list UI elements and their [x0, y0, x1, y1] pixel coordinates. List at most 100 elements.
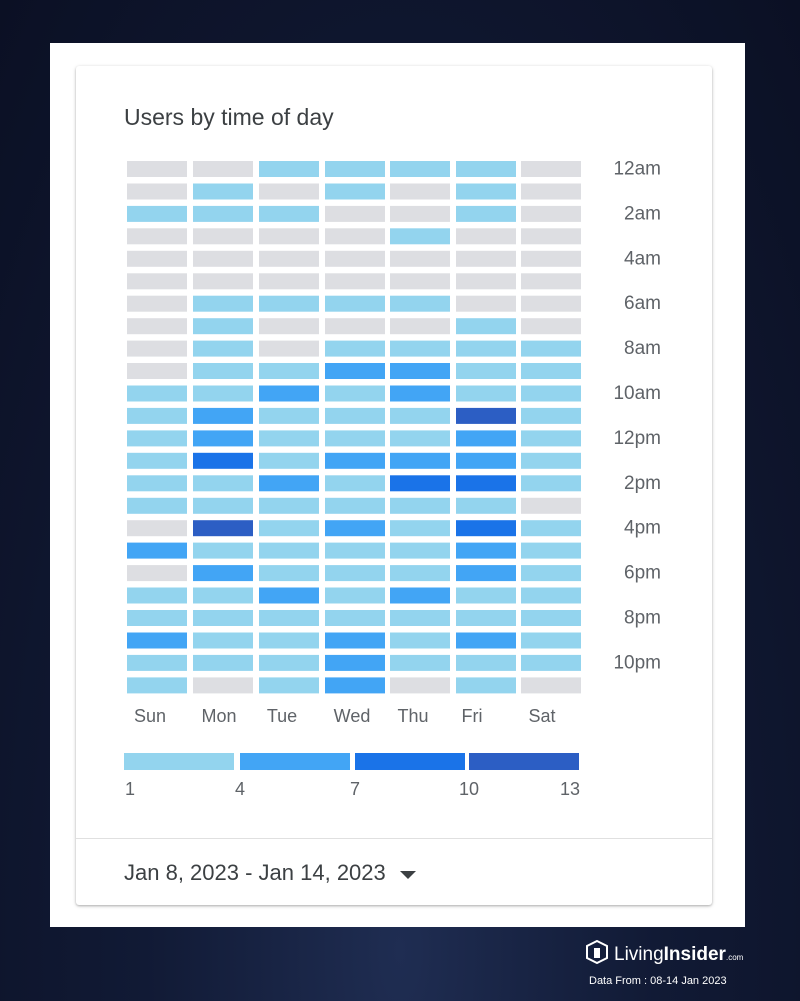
heatmap-cell-tue-9am[interactable] — [259, 363, 319, 379]
heatmap-cell-sat-2am[interactable] — [521, 205, 581, 222]
heatmap-cell-fri-10am[interactable] — [456, 385, 516, 402]
heatmap-cell-thu-5am[interactable] — [390, 273, 450, 290]
heatmap-cell-sun-7am[interactable] — [127, 318, 187, 335]
heatmap-cell-wed-5am[interactable] — [325, 273, 385, 290]
heatmap-cell-sat-7pm[interactable] — [521, 587, 581, 604]
heatmap-cell-mon-9pm[interactable] — [193, 632, 253, 649]
heatmap-cell-mon-5pm[interactable] — [193, 542, 253, 559]
heatmap-cell-sat-4pm[interactable] — [521, 520, 581, 537]
heatmap-cell-sun-2am[interactable] — [127, 205, 187, 222]
heatmap-cell-sat-5pm[interactable] — [521, 542, 581, 559]
heatmap-cell-thu-1am[interactable] — [390, 183, 450, 200]
heatmap-cell-sun-6am[interactable] — [127, 295, 187, 312]
heatmap-cell-fri-3pm[interactable] — [456, 497, 516, 514]
heatmap-cell-sun-9am[interactable] — [127, 363, 187, 379]
heatmap-cell-sun-10pm[interactable] — [127, 654, 187, 671]
heatmap-cell-sat-5am[interactable] — [521, 273, 581, 290]
heatmap-cell-thu-9pm[interactable] — [390, 632, 450, 649]
heatmap-cell-thu-10pm[interactable] — [390, 654, 450, 671]
heatmap-cell-fri-11pm[interactable] — [456, 677, 516, 694]
heatmap-cell-mon-12am[interactable] — [193, 161, 253, 177]
heatmap-cell-sun-11pm[interactable] — [127, 677, 187, 694]
heatmap-cell-wed-1am[interactable] — [325, 183, 385, 200]
heatmap-cell-sun-8pm[interactable] — [127, 610, 187, 626]
heatmap-cell-wed-10pm[interactable] — [325, 654, 385, 671]
heatmap-cell-sun-12am[interactable] — [127, 161, 187, 177]
heatmap-cell-thu-7pm[interactable] — [390, 587, 450, 604]
heatmap-cell-tue-10pm[interactable] — [259, 654, 319, 671]
heatmap-cell-fri-9pm[interactable] — [456, 632, 516, 649]
heatmap-cell-fri-2pm[interactable] — [456, 475, 516, 492]
heatmap-cell-sun-1pm[interactable] — [127, 452, 187, 469]
heatmap-cell-thu-4pm[interactable] — [390, 520, 450, 537]
heatmap-cell-thu-5pm[interactable] — [390, 542, 450, 559]
heatmap-cell-fri-6am[interactable] — [456, 295, 516, 312]
heatmap-cell-sun-12pm[interactable] — [127, 430, 187, 447]
heatmap-cell-thu-11pm[interactable] — [390, 677, 450, 694]
heatmap-cell-tue-1am[interactable] — [259, 183, 319, 200]
heatmap-cell-tue-9pm[interactable] — [259, 632, 319, 649]
heatmap-cell-mon-4pm[interactable] — [193, 520, 253, 537]
heatmap-cell-fri-12pm[interactable] — [456, 430, 516, 447]
heatmap-cell-mon-6am[interactable] — [193, 295, 253, 312]
heatmap-cell-mon-1pm[interactable] — [193, 452, 253, 469]
heatmap-cell-sat-12pm[interactable] — [521, 430, 581, 447]
heatmap-cell-sun-4am[interactable] — [127, 250, 187, 267]
heatmap-cell-thu-6am[interactable] — [390, 295, 450, 312]
heatmap-cell-wed-1pm[interactable] — [325, 452, 385, 469]
heatmap-cell-sat-9am[interactable] — [521, 363, 581, 379]
heatmap-cell-fri-5am[interactable] — [456, 273, 516, 290]
heatmap-cell-tue-8pm[interactable] — [259, 610, 319, 626]
heatmap-cell-thu-12pm[interactable] — [390, 430, 450, 447]
heatmap-cell-mon-4am[interactable] — [193, 250, 253, 267]
heatmap-cell-sat-8am[interactable] — [521, 340, 581, 357]
heatmap-cell-thu-3am[interactable] — [390, 228, 450, 245]
heatmap-cell-fri-12am[interactable] — [456, 161, 516, 177]
heatmap-cell-fri-2am[interactable] — [456, 205, 516, 222]
heatmap-cell-sun-8am[interactable] — [127, 340, 187, 357]
heatmap-cell-mon-7am[interactable] — [193, 318, 253, 335]
heatmap-cell-thu-10am[interactable] — [390, 385, 450, 402]
heatmap-cell-wed-3am[interactable] — [325, 228, 385, 245]
heatmap-cell-wed-4pm[interactable] — [325, 520, 385, 537]
heatmap-cell-sun-5pm[interactable] — [127, 542, 187, 559]
heatmap-cell-fri-4am[interactable] — [456, 250, 516, 267]
heatmap-cell-sat-3pm[interactable] — [521, 497, 581, 514]
heatmap-cell-wed-12am[interactable] — [325, 161, 385, 177]
heatmap-cell-fri-8pm[interactable] — [456, 610, 516, 626]
heatmap-cell-wed-8pm[interactable] — [325, 610, 385, 626]
heatmap-cell-sun-11am[interactable] — [127, 407, 187, 424]
heatmap-cell-wed-7am[interactable] — [325, 318, 385, 335]
heatmap-cell-thu-6pm[interactable] — [390, 565, 450, 582]
heatmap-cell-sat-8pm[interactable] — [521, 610, 581, 626]
heatmap-cell-sat-12am[interactable] — [521, 161, 581, 177]
heatmap-cell-fri-5pm[interactable] — [456, 542, 516, 559]
heatmap-cell-tue-8am[interactable] — [259, 340, 319, 357]
heatmap-cell-sun-5am[interactable] — [127, 273, 187, 290]
heatmap-cell-thu-2am[interactable] — [390, 205, 450, 222]
heatmap-cell-tue-12pm[interactable] — [259, 430, 319, 447]
heatmap-cell-fri-4pm[interactable] — [456, 520, 516, 537]
heatmap-cell-tue-4pm[interactable] — [259, 520, 319, 537]
heatmap-cell-wed-11am[interactable] — [325, 407, 385, 424]
heatmap-cell-tue-11am[interactable] — [259, 407, 319, 424]
heatmap-cell-mon-10pm[interactable] — [193, 654, 253, 671]
heatmap-cell-tue-2am[interactable] — [259, 205, 319, 222]
heatmap-cell-mon-1am[interactable] — [193, 183, 253, 200]
heatmap-cell-wed-9am[interactable] — [325, 363, 385, 379]
heatmap-cell-thu-1pm[interactable] — [390, 452, 450, 469]
heatmap-cell-sun-6pm[interactable] — [127, 565, 187, 582]
heatmap-cell-tue-6pm[interactable] — [259, 565, 319, 582]
heatmap-cell-wed-2pm[interactable] — [325, 475, 385, 492]
heatmap-cell-mon-7pm[interactable] — [193, 587, 253, 604]
heatmap-cell-wed-7pm[interactable] — [325, 587, 385, 604]
heatmap-cell-wed-12pm[interactable] — [325, 430, 385, 447]
heatmap-cell-mon-3am[interactable] — [193, 228, 253, 245]
heatmap-cell-sat-11pm[interactable] — [521, 677, 581, 694]
heatmap-cell-wed-6am[interactable] — [325, 295, 385, 312]
heatmap-cell-thu-8am[interactable] — [390, 340, 450, 357]
heatmap-cell-sat-2pm[interactable] — [521, 475, 581, 492]
heatmap-cell-wed-5pm[interactable] — [325, 542, 385, 559]
heatmap-cell-mon-9am[interactable] — [193, 363, 253, 379]
chevron-down-icon[interactable] — [399, 870, 416, 879]
